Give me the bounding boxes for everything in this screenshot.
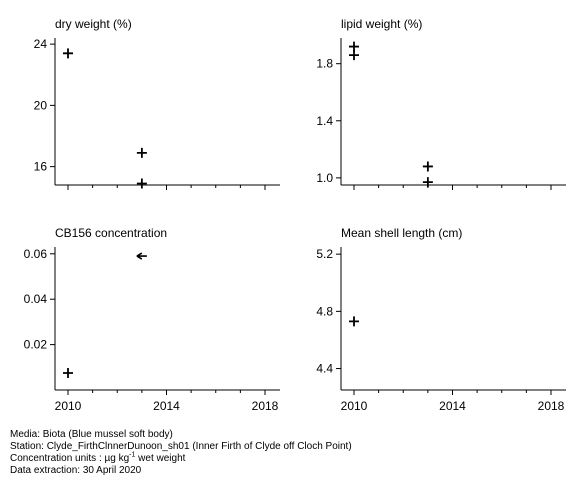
data-point (422, 177, 433, 188)
data-point (349, 316, 359, 327)
y-tick-label: 0.04 (24, 292, 48, 306)
x-tick-label: 2018 (252, 399, 279, 413)
x-tick-label: 2010 (55, 399, 82, 413)
y-tick-label: 5.2 (316, 247, 333, 261)
y-tick-label: 1.0 (316, 171, 333, 185)
footer-units-exponent: -1 (129, 451, 136, 459)
panel-title: dry weight (%) (55, 17, 132, 31)
y-tick-label: 0.02 (24, 338, 48, 352)
panel-title: CB156 concentration (55, 226, 167, 240)
data-point (422, 161, 433, 172)
footer-media: Media: Biota (Blue mussel soft body) (10, 429, 173, 440)
x-tick-label: 2018 (538, 399, 565, 413)
chart-panel-2: lipid weight (%) 1.0 1.4 1.8 (316, 17, 566, 190)
chart-footer: Media: Biota (Blue mussel soft body) Sta… (10, 429, 352, 477)
footer-units: Concentration units : µg kg-1 wet weight (10, 451, 352, 465)
panel-title: Mean shell length (cm) (341, 226, 462, 240)
panel-title: lipid weight (%) (341, 17, 422, 31)
chart-panel-3: CB156 concentration 0.02 0.04 0.06 2010 2014 2… (24, 226, 280, 413)
x-tick-label: 2014 (439, 399, 466, 413)
data-point (136, 178, 147, 189)
chart-panel-4: Mean shell length (cm) 4.4 4.8 5.2 2010 2014 2… (316, 226, 566, 413)
data-point (349, 41, 359, 52)
chart-panel-1: dry weight (%) 16 20 24 (34, 17, 280, 190)
footer-units-prefix: Concentration units : µg kg (10, 453, 130, 464)
data-point (349, 50, 359, 61)
data-point-arrow (136, 252, 147, 260)
y-tick-label: 24 (34, 37, 48, 51)
x-tick-label: 2014 (153, 399, 180, 413)
y-tick-label: 0.06 (24, 247, 48, 261)
y-tick-label: 16 (34, 160, 48, 174)
data-point (63, 48, 73, 59)
y-tick-label: 4.8 (316, 304, 333, 318)
data-point (63, 367, 73, 378)
y-tick-label: 20 (34, 98, 48, 112)
data-point (136, 147, 147, 158)
y-tick-label: 1.4 (316, 114, 333, 128)
y-tick-label: 1.8 (316, 57, 333, 71)
footer-station: Station: Clyde_FirthClnnerDunoon_sh01 (I… (10, 441, 352, 452)
x-tick-label: 2010 (341, 399, 368, 413)
footer-extraction: Data extraction: 30 April 2020 (10, 465, 142, 476)
y-tick-label: 4.4 (316, 362, 333, 376)
footer-units-suffix: wet weight (135, 453, 186, 464)
